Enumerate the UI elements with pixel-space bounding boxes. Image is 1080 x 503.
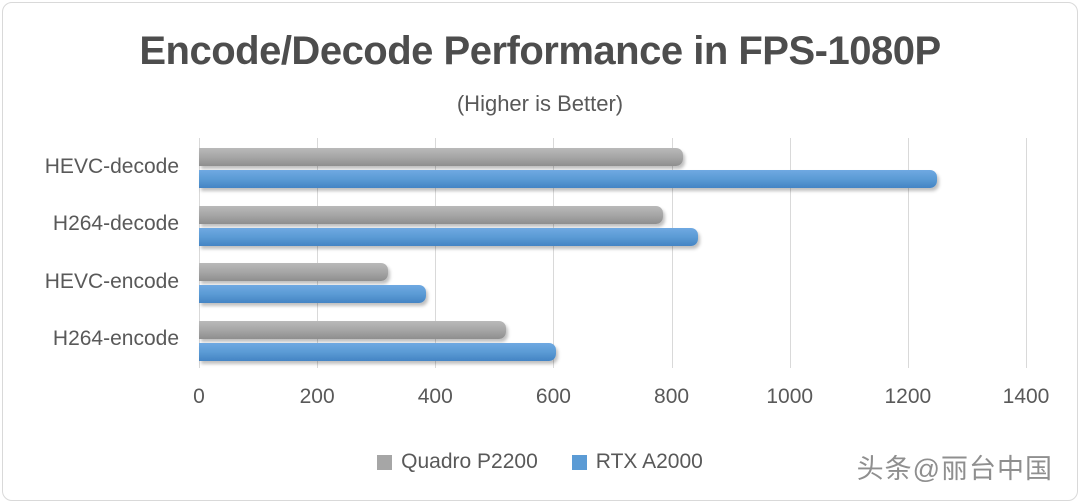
gridline <box>789 138 791 368</box>
x-tick-label: 1000 <box>766 385 814 408</box>
legend-item: Quadro P2200 <box>377 450 538 474</box>
bar-rows <box>199 138 1026 368</box>
legend-label: Quadro P2200 <box>401 450 538 473</box>
bar-row <box>199 253 1026 311</box>
category-label: H264-decode <box>52 212 179 236</box>
category-labels: HEVC-decode H264-decode HEVC-encode H264-en… <box>3 138 183 368</box>
gridline <box>907 138 909 368</box>
legend-swatch-icon <box>377 454 393 470</box>
bar-row <box>199 311 1026 369</box>
category-label: HEVC-decode <box>44 154 179 178</box>
x-tick-label: 800 <box>654 385 690 408</box>
gridline <box>671 138 673 368</box>
bar-row <box>199 138 1026 196</box>
bar-rtx-a2000 <box>199 227 699 246</box>
legend: Quadro P2200 RTX A2000 <box>3 450 1077 474</box>
gridline <box>317 138 319 368</box>
chart-title: Encode/Decode Performance in FPS-1080P <box>139 29 941 73</box>
gridline <box>435 138 437 368</box>
plot-area <box>199 138 1027 368</box>
bar-rtx-a2000 <box>199 285 427 303</box>
gridline <box>199 138 200 368</box>
watermark: 头条@丽台中国 <box>856 454 1053 484</box>
chart-subtitle: (Higher is Better) <box>456 91 624 116</box>
legend-swatch-icon <box>571 454 587 470</box>
legend-item: RTX A2000 <box>571 450 703 474</box>
category-label: HEVC-encode <box>44 269 179 293</box>
bar-quadro-p2200 <box>199 205 663 224</box>
x-axis-ticks: 0 200 400 600 800 1000 1200 1400 <box>193 385 1049 415</box>
bar-rtx-a2000 <box>199 342 557 361</box>
category-label: H264-encode <box>52 327 179 351</box>
x-tick-label: 1200 <box>884 385 932 408</box>
x-tick-label: 600 <box>535 385 571 408</box>
x-tick-label: 0 <box>193 385 205 408</box>
x-tick-label: 200 <box>299 385 335 408</box>
gridline <box>1026 138 1027 368</box>
legend-label: RTX A2000 <box>595 450 703 473</box>
bar-row <box>199 196 1026 254</box>
bar-rtx-a2000 <box>199 170 938 188</box>
x-tick-label: 400 <box>417 385 453 408</box>
x-tick-label: 1400 <box>1002 385 1050 408</box>
bar-quadro-p2200 <box>199 263 389 281</box>
bar-quadro-p2200 <box>199 320 507 339</box>
bar-quadro-p2200 <box>199 148 684 166</box>
gridline <box>553 138 555 368</box>
